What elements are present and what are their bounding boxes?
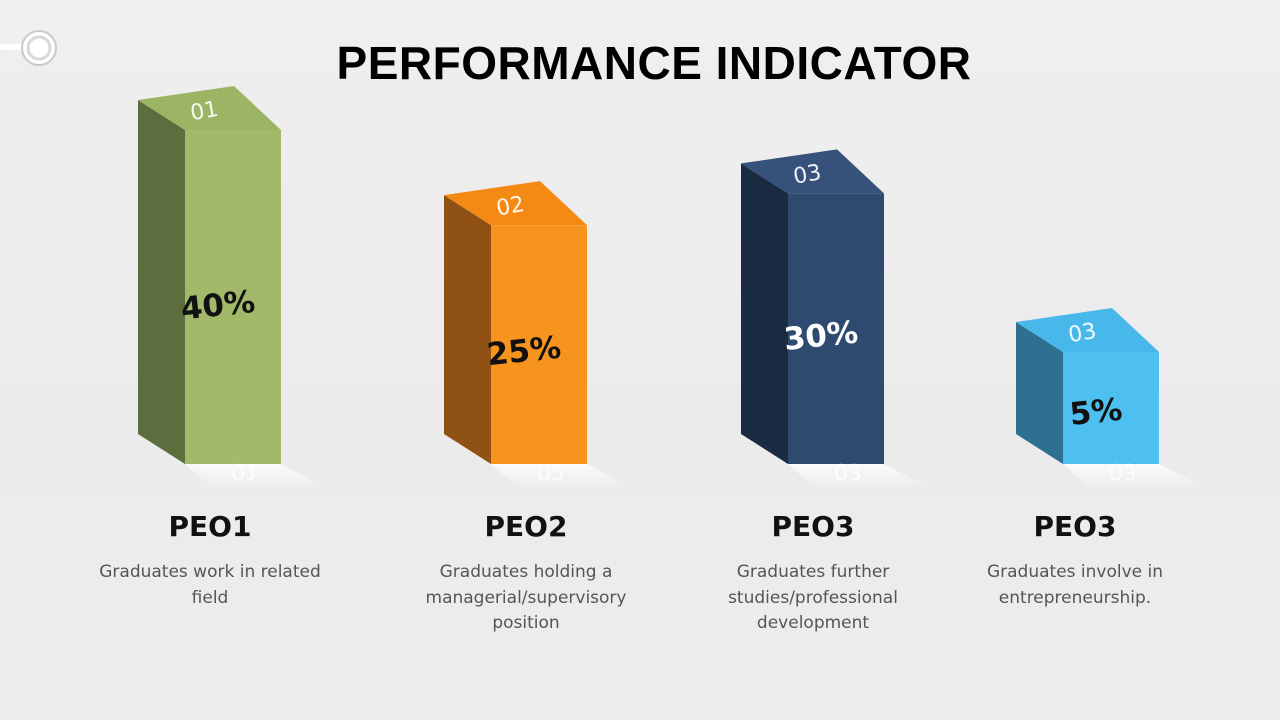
bar-column-3: 03 03 30% xyxy=(741,149,926,490)
peo-label: PEO2 xyxy=(406,510,646,543)
bar-value-label: 5% xyxy=(1068,392,1124,433)
bar-top-label: 03 xyxy=(1066,319,1098,348)
peo-description: Graduates involve in entrepreneurship. xyxy=(965,560,1185,611)
peo-label: PEO1 xyxy=(90,510,330,543)
bar-top-label: 02 xyxy=(494,192,526,221)
peo-description: Graduates holding a managerial/superviso… xyxy=(416,560,636,637)
bar-reflection-label: 03 xyxy=(834,458,862,483)
bar-top-label: 01 xyxy=(188,97,220,126)
bar-reflection-label: 02 xyxy=(537,458,565,483)
bar-side xyxy=(138,100,185,464)
peo-label: PEO3 xyxy=(693,510,933,543)
bar-top-label: 03 xyxy=(791,160,823,189)
bar-column-4: 03 03 5% xyxy=(1016,308,1201,490)
peo-description: Graduates further studies/professional d… xyxy=(718,560,908,637)
peo-description: Graduates work in related field xyxy=(90,560,330,611)
bar-value-label: 30% xyxy=(782,314,860,358)
bar-reflection-label: 01 xyxy=(231,458,259,483)
bar-column-2: 02 02 25% xyxy=(444,181,629,490)
bar-reflection-label: 03 xyxy=(1109,458,1137,483)
bar-side xyxy=(444,195,491,464)
bar-column-1: 01 01 40% xyxy=(138,86,323,490)
bar-value-label: 40% xyxy=(179,284,257,328)
peo-label: PEO3 xyxy=(955,510,1195,543)
bar-value-label: 25% xyxy=(485,330,563,374)
bar-side xyxy=(741,163,788,464)
